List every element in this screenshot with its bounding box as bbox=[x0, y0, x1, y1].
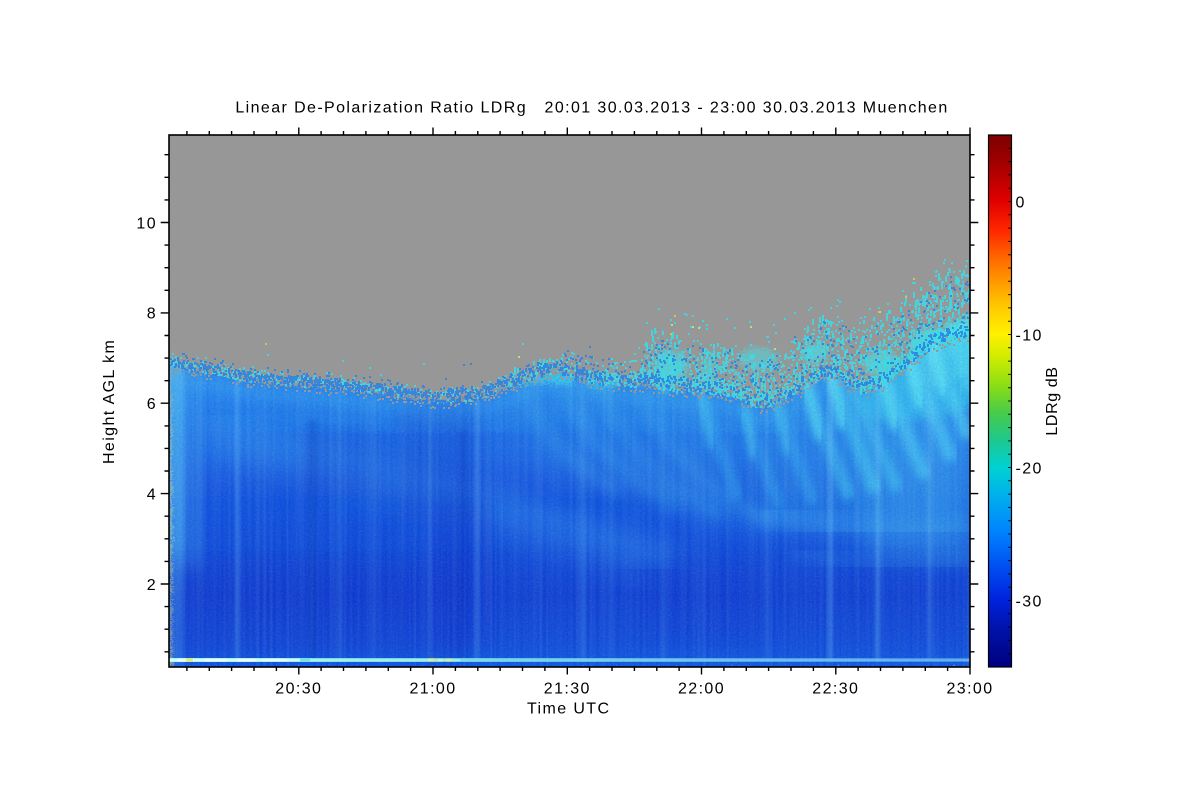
svg-text:Time UTC: Time UTC bbox=[527, 701, 611, 718]
svg-text:10: 10 bbox=[136, 215, 157, 232]
svg-text:-30: -30 bbox=[1016, 593, 1043, 610]
svg-text:23:00: 23:00 bbox=[946, 681, 993, 698]
svg-text:22:30: 22:30 bbox=[812, 681, 859, 698]
svg-text:22:00: 22:00 bbox=[678, 681, 725, 698]
svg-text:0: 0 bbox=[1016, 194, 1026, 211]
svg-text:6: 6 bbox=[147, 396, 157, 413]
svg-text:8: 8 bbox=[147, 306, 157, 323]
svg-text:20:30: 20:30 bbox=[275, 681, 322, 698]
svg-text:2: 2 bbox=[147, 577, 157, 594]
svg-text:-10: -10 bbox=[1016, 327, 1043, 344]
svg-text:-20: -20 bbox=[1016, 460, 1043, 477]
svg-text:4: 4 bbox=[147, 486, 157, 503]
svg-text:21:00: 21:00 bbox=[409, 681, 456, 698]
svg-text:LDRg dB: LDRg dB bbox=[1044, 366, 1061, 435]
svg-text:21:30: 21:30 bbox=[544, 681, 591, 698]
svg-text:Height AGL km: Height AGL km bbox=[101, 339, 118, 464]
svg-text:Linear De-Polarization Ratio L: Linear De-Polarization Ratio LDRg 20:01 … bbox=[235, 100, 948, 117]
